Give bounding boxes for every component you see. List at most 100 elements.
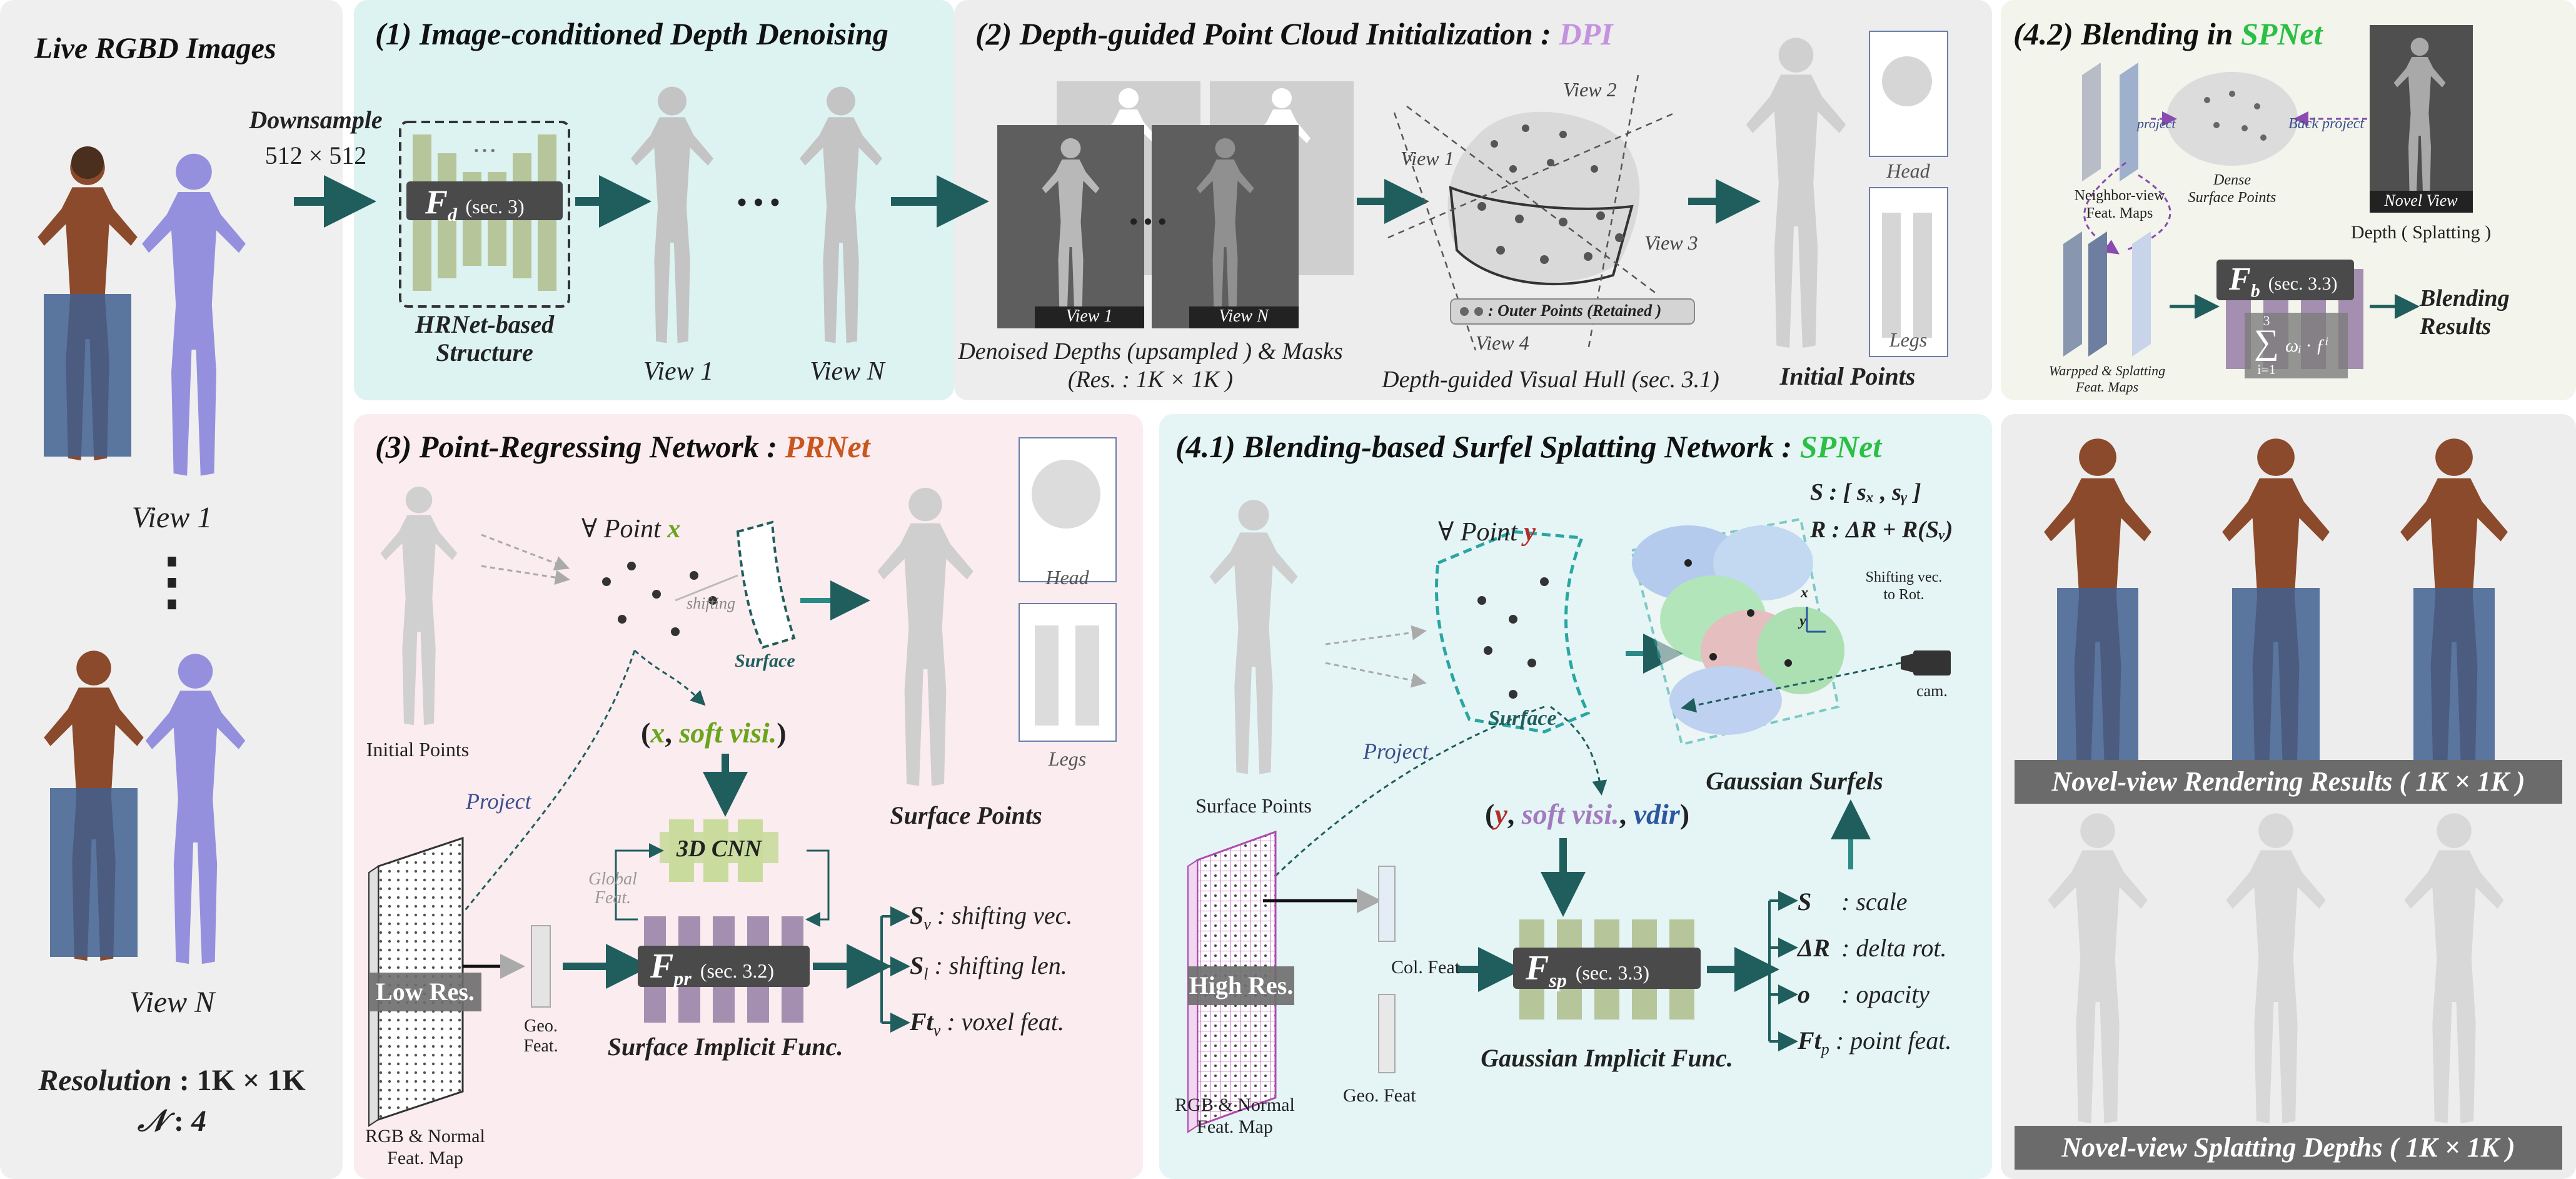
fd-sub: d: [448, 205, 457, 225]
panel42-title-text: (4.2) Blending in: [2013, 16, 2241, 51]
sl-sym: S: [910, 951, 923, 979]
fd-label: Fd (sec. 3): [425, 183, 525, 226]
fpr-sym: F: [650, 947, 673, 986]
depth-viewN-label: View N: [1219, 306, 1269, 326]
person-mesh-viewN: [146, 654, 245, 964]
prnet-output-ftv: Ftv : voxel feat.: [910, 1007, 1064, 1040]
blending-label-2: Results: [2420, 313, 2491, 340]
left-title: Live RGBD Images: [34, 31, 276, 66]
spnet-accent-42: SPNet: [2241, 16, 2323, 51]
r-formula: R : ΔR + R(Sᵥ): [1810, 516, 1953, 544]
prnet-surface-points-label: Surface Points: [890, 801, 1042, 830]
panel41-title-text: (4.1) Blending-based Surfel Splatting Ne…: [1175, 429, 1800, 464]
scale-desc: : scale: [1841, 888, 1908, 916]
novel-view-depth: [2370, 25, 2473, 213]
left-view1-label: View 1: [132, 500, 212, 535]
spnet-tuple-soft: soft visi.: [1522, 798, 1619, 830]
ftp-sym: Ft: [1798, 1026, 1821, 1055]
initial-points-cloud: [1746, 38, 1846, 348]
global-feat-1: Global: [588, 869, 637, 889]
delta-sym: ΔR: [1798, 933, 1841, 963]
s-formula: S : [ sₓ , sᵧ ]: [1810, 478, 1921, 506]
opacity-sym: o: [1798, 979, 1841, 1009]
panel3-title: (3) Point-Regressing Network : PRNet: [375, 428, 870, 465]
hrnet-label-1: HRNet-based: [415, 310, 554, 339]
hull-view2: View 2: [1563, 78, 1617, 101]
prnet-head-label: Head: [1045, 566, 1089, 589]
prnet-output-branches: [882, 916, 900, 1023]
denoised-caption-2: (Res. : 1K × 1K ): [1068, 366, 1233, 393]
ftv-sym: Ft: [910, 1008, 933, 1036]
gif-label: Gaussian Implicit Func.: [1481, 1043, 1733, 1073]
depth-view1-label: View 1: [1066, 306, 1113, 326]
spnet-rgbn-1: RGB & Normal: [1175, 1095, 1295, 1116]
spnet-output-opacity: o: opacity: [1798, 979, 1929, 1009]
cam-label: cam.: [1916, 682, 1948, 701]
dense-label-2: Surface Points: [2188, 190, 2277, 206]
spnet-tuple: (y, soft visi., vdir): [1485, 797, 1689, 831]
res-value: 1K × 1K: [197, 1064, 306, 1097]
prnet-initial-label: Initial Points: [366, 738, 469, 761]
panel2-ellipsis: • • •: [1130, 208, 1167, 236]
person-photo-viewN: [44, 650, 143, 961]
n-label: 𝒩: [138, 1105, 166, 1138]
spnet-project-label: Project: [1363, 738, 1429, 764]
ftv-sub: v: [933, 1021, 941, 1040]
spnet-surface-points-label: Surface Points: [1195, 794, 1312, 817]
axis-y-label: y: [1799, 613, 1806, 630]
project-label-42: project: [2137, 116, 2176, 132]
initial-points-label: Initial Points: [1780, 362, 1916, 391]
warped-feat-maps: [2063, 231, 2151, 357]
dpi-head-label: Head: [1886, 159, 1929, 183]
sum-body: ωᵢ · ƒⁱ: [2285, 335, 2328, 357]
shift-note-2: to Rot.: [1883, 587, 1924, 604]
scale-sym: S: [1798, 887, 1841, 916]
panel3-title-text: (3) Point-Regressing Network :: [375, 429, 785, 464]
prnet-surface-label: Surface: [735, 650, 795, 672]
panel1-viewN: View N: [810, 357, 884, 387]
sl-desc: : shifting len.: [934, 951, 1067, 979]
fb-ref: (sec. 3.3): [2268, 273, 2338, 294]
hrnet-label-2: Structure: [436, 338, 533, 367]
sif-label: Surface Implicit Func.: [608, 1032, 843, 1061]
prnet-initial-points: [381, 487, 458, 725]
geo-feat-bar: [1379, 994, 1395, 1073]
hull-view3: View 3: [1644, 231, 1698, 255]
panel2-title-text: (2) Depth-guided Point Cloud Initializat…: [975, 16, 1559, 51]
neighbor-label-2: Feat. Maps: [2086, 205, 2153, 222]
dense-label-1: Dense: [2213, 172, 2251, 189]
left-resolution: Resolution : 1K × 1K: [38, 1063, 305, 1098]
person-mesh-view1: [142, 154, 246, 476]
denoised-mesh-viewN: [800, 87, 882, 343]
spnet-tuple-y: y: [1494, 798, 1507, 830]
spnet-surface-label: Surface: [1488, 707, 1557, 731]
fb-sym: F: [2229, 261, 2251, 297]
prnet-tuple-close: ): [777, 717, 786, 749]
sv-desc: : shifting vec.: [937, 901, 1073, 929]
left-viewN-label: View N: [129, 985, 214, 1020]
fsp-ref: (sec. 3.3): [1576, 961, 1649, 984]
shifting-label: shifting: [687, 594, 735, 613]
spnet-output-ftp: Ftp : point feat.: [1798, 1026, 1951, 1059]
spnet-output-delta: ΔR: delta rot.: [1798, 933, 1947, 963]
spnet-var-y: y: [1524, 518, 1536, 547]
depth-map-viewN: [1152, 125, 1299, 328]
downsample-label: Downsample: [249, 105, 382, 134]
downsample-size: 512 × 512: [265, 141, 367, 170]
prnet-forall-text: ∀ Point: [581, 515, 661, 544]
spnet-tuple-open: (: [1485, 798, 1494, 830]
prnet-output-sl: Sl : shifting len.: [910, 951, 1067, 984]
spnet-surface-points: [1209, 500, 1297, 774]
fsp-sub: sp: [1549, 969, 1566, 991]
prnet-geo-feat: [531, 926, 550, 1007]
spnet-tuple-vdir: vdir: [1634, 798, 1680, 830]
splatting-depths-label: Novel-view Splatting Depths ( 1K × 1K ): [2015, 1126, 2562, 1170]
panel1-ellipsis: • • •: [737, 186, 780, 218]
n-value: 4: [191, 1105, 206, 1138]
fd-sym: F: [425, 183, 448, 221]
blending-label-1: Blending: [2420, 285, 2510, 312]
denoised-caption-1: Denoised Depths (upsampled ) & Masks: [958, 338, 1342, 365]
prnet-geo-1: Geo.: [524, 1016, 558, 1036]
delta-desc: : delta rot.: [1841, 934, 1947, 962]
panel1-title: (1) Image-conditioned Depth Denoising: [375, 16, 888, 52]
